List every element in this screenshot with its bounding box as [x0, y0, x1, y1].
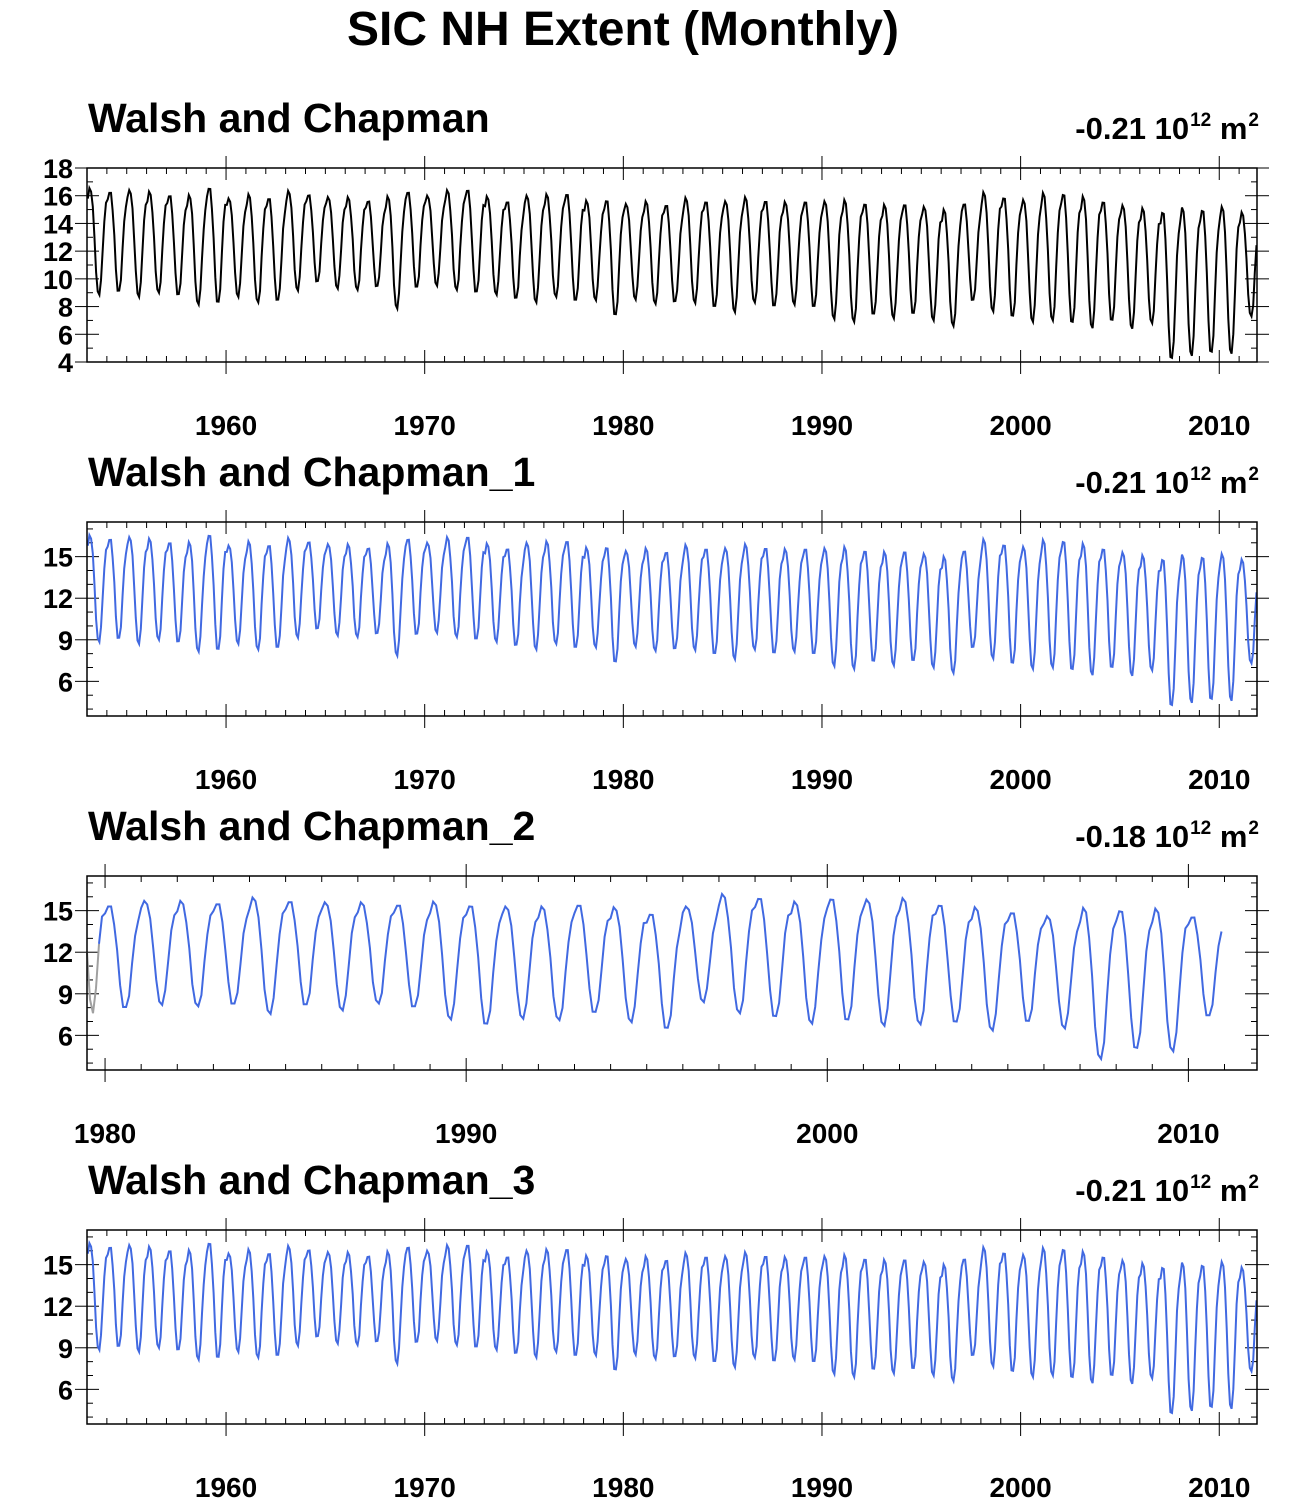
- x-tick-label: 1990: [791, 410, 853, 441]
- panel-2-trend-value: -0.21: [1075, 465, 1146, 500]
- x-tick-label: 2000: [989, 764, 1051, 795]
- panel-2-trend: -0.21 1012 m2: [1075, 464, 1259, 501]
- panel-3-trend-exp: 12: [1190, 818, 1212, 839]
- x-tick-label: 1970: [394, 764, 456, 795]
- panel-1-trend-m-exp: 2: [1248, 110, 1259, 131]
- x-tick-label: 2000: [796, 1118, 858, 1149]
- panel-2-trend-m: m: [1219, 465, 1248, 500]
- x-tick-label: 1980: [74, 1118, 136, 1149]
- y-tick-label: 9: [58, 1334, 73, 1364]
- plot-panel-4: 6 9 12 15 1960 1970 1980 1990 2000 2010: [43, 1218, 1269, 1503]
- chart-title: SIC NH Extent (Monthly): [347, 3, 899, 56]
- x-tick-label: 1990: [791, 1472, 853, 1503]
- panel-3-trend-value: -0.18: [1075, 819, 1146, 854]
- panel-1-title: Walsh and Chapman: [88, 95, 490, 141]
- y-tick-label: 9: [58, 980, 73, 1010]
- panel-1-trend-value: -0.21: [1075, 111, 1146, 146]
- y-tick-label: 16: [43, 182, 73, 212]
- spinup-series-line: [86, 943, 100, 1014]
- plot-frame: [86, 521, 1258, 717]
- x-tick-label: 1980: [592, 764, 654, 795]
- x-tick-label: 2010: [1188, 410, 1250, 441]
- y-tick-label: 6: [58, 1021, 73, 1051]
- panel-2-trend-m-exp: 2: [1248, 464, 1259, 485]
- y-tick-label: 12: [43, 1292, 73, 1322]
- panel-1-trend: -0.21 1012 m2: [1075, 110, 1259, 147]
- panel-2-title: Walsh and Chapman_1: [88, 449, 536, 495]
- x-tick-label: 1990: [791, 764, 853, 795]
- panel-3-trend-base: 10: [1154, 819, 1190, 854]
- series-line: [86, 1239, 1258, 1415]
- y-tick-label: 6: [58, 667, 73, 697]
- x-tick-label: 2000: [989, 1472, 1051, 1503]
- panel-2-trend-exp: 12: [1190, 464, 1212, 485]
- y-tick-label: 12: [43, 237, 73, 267]
- x-tick-label: 2000: [989, 410, 1051, 441]
- x-tick-label: 1960: [195, 764, 257, 795]
- y-tick-label: 18: [43, 154, 73, 184]
- y-tick-label: 14: [43, 209, 73, 239]
- y-tick-label: 15: [43, 543, 73, 573]
- y-tick-label: 8: [58, 293, 73, 323]
- x-tick-label: 1990: [435, 1118, 497, 1149]
- panel-2-trend-base: 10: [1154, 465, 1190, 500]
- y-tick-label: 6: [58, 1375, 73, 1405]
- x-tick-label: 2010: [1188, 764, 1250, 795]
- panel-4-trend-exp: 12: [1190, 1172, 1212, 1193]
- x-tick-label: 1960: [195, 1472, 257, 1503]
- panel-3-trend: -0.18 1012 m2: [1075, 818, 1259, 855]
- plot-frame: [86, 167, 1258, 363]
- plot-frame: [86, 875, 1258, 1071]
- panel-4-trend-value: -0.21: [1075, 1173, 1146, 1208]
- y-tick-label: 6: [58, 320, 73, 350]
- series-line: [86, 184, 1258, 360]
- y-tick-label: 15: [43, 1251, 73, 1281]
- series-line: [86, 531, 1258, 707]
- y-tick-label: 4: [58, 348, 73, 378]
- series-line: [98, 891, 1223, 1062]
- panel-1-trend-m: m: [1219, 111, 1248, 146]
- panel-4-trend-m: m: [1219, 1173, 1248, 1208]
- panel-4-trend-base: 10: [1154, 1173, 1190, 1208]
- panel-3-trend-m-exp: 2: [1248, 818, 1259, 839]
- x-tick-label: 2010: [1157, 1118, 1219, 1149]
- plot-frame: [86, 1229, 1258, 1425]
- x-tick-label: 1960: [195, 410, 257, 441]
- x-tick-label: 1980: [592, 1472, 654, 1503]
- y-tick-label: 9: [58, 626, 73, 656]
- y-tick-label: 12: [43, 584, 73, 614]
- y-tick-label: 12: [43, 938, 73, 968]
- x-tick-label: 1970: [394, 410, 456, 441]
- panel-3-trend-m: m: [1219, 819, 1248, 854]
- panel-1-trend-base: 10: [1154, 111, 1190, 146]
- x-tick-label: 1970: [394, 1472, 456, 1503]
- x-tick-label: 2010: [1188, 1472, 1250, 1503]
- panel-3-title: Walsh and Chapman_2: [88, 803, 536, 849]
- panel-1-trend-exp: 12: [1190, 110, 1212, 131]
- plot-panel-3: 6 9 12 15 1980 1990 2000 2010: [43, 864, 1269, 1149]
- panel-4-title: Walsh and Chapman_3: [88, 1157, 536, 1203]
- x-tick-label: 1980: [592, 410, 654, 441]
- panel-4-trend-m-exp: 2: [1248, 1172, 1259, 1193]
- y-tick-label: 10: [43, 265, 73, 295]
- plot-panel-2: 6 9 12 15 1960 1970 1980 1990 2000 2010: [43, 510, 1269, 795]
- panel-4-trend: -0.21 1012 m2: [1075, 1172, 1259, 1209]
- y-tick-label: 15: [43, 897, 73, 927]
